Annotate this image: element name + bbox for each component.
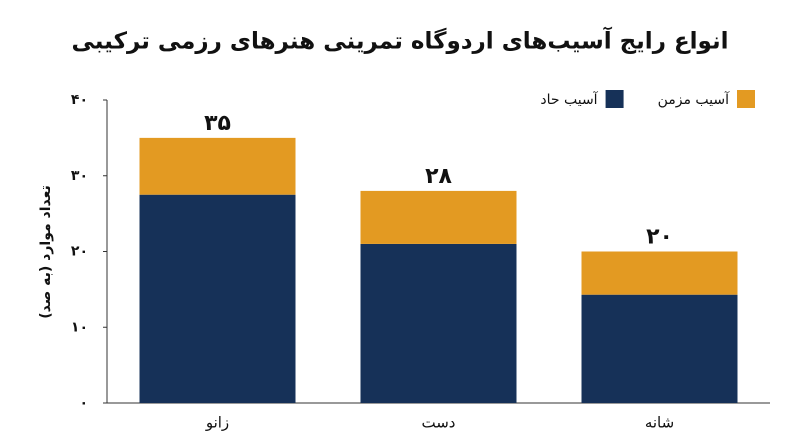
y-tick-label: ۱۰ (71, 319, 88, 335)
legend-swatch (605, 90, 624, 108)
chart-title: انواع رایج آسیب‌های اردوگاه تمرینی هنرها… (72, 26, 729, 55)
legend-label: آسیب حاد (540, 91, 598, 108)
x-tick-label: دست (422, 414, 456, 432)
y-axis-label: تعداد موارد (به صد) (38, 185, 54, 319)
legend-label: آسیب مزمن (658, 91, 731, 108)
x-tick-label: زانو (205, 414, 229, 432)
bar-segment (360, 243, 517, 403)
bar-segment (581, 251, 738, 295)
total-label: ۲۰ (646, 225, 673, 250)
y-tick-label: ۲۰ (71, 244, 88, 260)
y-tick-label: ۳۰ (71, 168, 88, 184)
y-tick-label: ۴۰ (71, 92, 88, 108)
bar-segment (139, 137, 296, 195)
x-tick-label: شانه (645, 414, 674, 432)
total-label: ۲۸ (425, 164, 452, 189)
y-tick-label: ۰ (79, 395, 88, 411)
total-label: ۳۵ (204, 111, 231, 136)
bar-segment (139, 194, 296, 403)
legend-swatch (737, 90, 755, 108)
bar-segment (360, 190, 517, 244)
bar-segment (581, 294, 738, 403)
